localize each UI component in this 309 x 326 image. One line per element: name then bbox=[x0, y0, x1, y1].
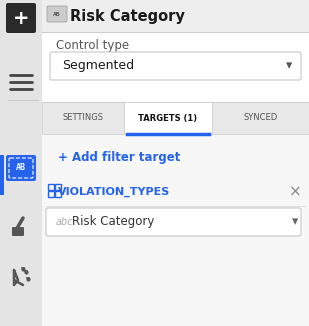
Text: Segmented: Segmented bbox=[62, 60, 134, 72]
Text: AB: AB bbox=[53, 11, 61, 17]
FancyBboxPatch shape bbox=[6, 3, 36, 33]
Bar bbox=[42, 0, 309, 32]
Text: + Add filter target: + Add filter target bbox=[58, 152, 180, 165]
Bar bbox=[55, 191, 61, 197]
Bar bbox=[42, 0, 309, 326]
Text: +: + bbox=[13, 8, 29, 27]
FancyBboxPatch shape bbox=[47, 6, 67, 22]
Bar bbox=[212, 102, 309, 134]
Text: ▾: ▾ bbox=[292, 215, 298, 229]
Bar bbox=[42, 32, 309, 102]
Text: VIOLATION_TYPES: VIOLATION_TYPES bbox=[58, 187, 170, 197]
Bar bbox=[0, 155, 4, 195]
Bar bbox=[55, 184, 61, 190]
FancyBboxPatch shape bbox=[46, 208, 301, 236]
Bar bbox=[48, 191, 54, 197]
FancyBboxPatch shape bbox=[6, 155, 36, 181]
Text: ×: × bbox=[289, 185, 301, 200]
Text: SETTINGS: SETTINGS bbox=[62, 113, 104, 123]
Bar bbox=[42, 102, 124, 134]
Bar bbox=[48, 184, 54, 190]
Text: ▾: ▾ bbox=[286, 60, 292, 72]
Bar bbox=[0, 0, 42, 326]
Text: Risk Category: Risk Category bbox=[70, 8, 185, 23]
Text: abc: abc bbox=[56, 217, 74, 227]
Text: SYNCED: SYNCED bbox=[243, 113, 277, 123]
Text: AB: AB bbox=[16, 164, 26, 172]
Text: Risk Category: Risk Category bbox=[72, 215, 154, 229]
FancyBboxPatch shape bbox=[50, 52, 301, 80]
Text: TARGETS (1): TARGETS (1) bbox=[138, 113, 197, 123]
Text: Control type: Control type bbox=[56, 39, 129, 52]
Bar bbox=[124, 102, 212, 134]
FancyBboxPatch shape bbox=[12, 227, 24, 236]
Bar bbox=[42, 134, 309, 326]
